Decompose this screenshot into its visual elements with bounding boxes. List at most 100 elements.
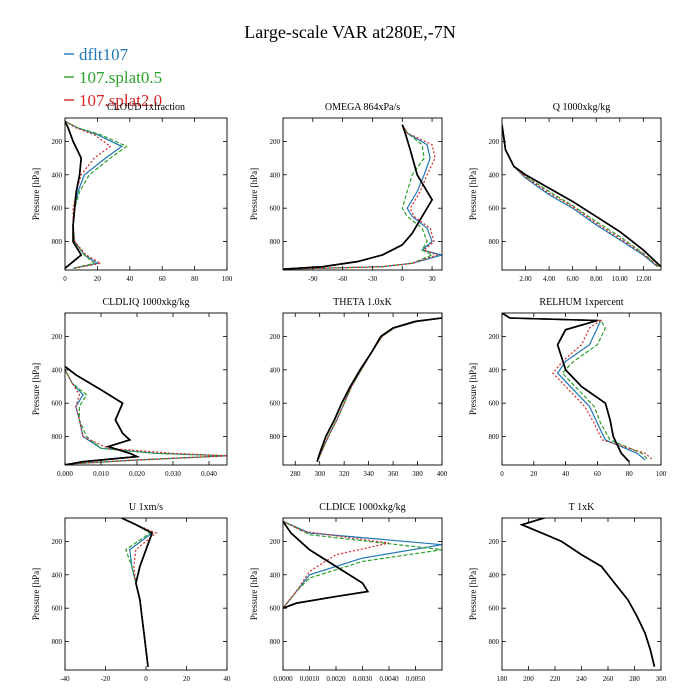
x-tick-label-8-6: 300 [656,675,667,683]
y-tick-label-0-1: 400 [52,171,63,179]
x-tick-label-5-2: 40 [562,470,570,478]
series-107-splat2-0-panel-0 [65,120,112,269]
axes-frame-2 [501,117,662,271]
panel-7: CLDICE 1000xkg/kg 0.0000 0.0010 0.0020 0.003… [249,502,443,683]
x-tick-label-1-2: -30 [368,275,378,283]
series-107-splat0-5-panel-2 [502,124,659,268]
y-axis-label-0: Pressure [hPa] [31,168,41,220]
y-tick-label-7-3: 800 [270,638,281,646]
y-axis-label-1: Pressure [hPa] [249,168,259,220]
panel-3: CLDLIQ 1000xkg/kg 0.000 0.010 0.020 0.030 0.0… [31,297,228,478]
x-tick-label-3-2: 0.020 [129,470,145,478]
x-tick-label-0-1: 20 [94,275,102,283]
panel-title-3: CLDLIQ 1000xkg/kg [103,297,190,308]
legend: dflt107 107.splat0.5 107.splat2.0 [64,45,162,110]
x-tick-label-0-2: 40 [126,275,134,283]
y-tick-label-2-2: 600 [489,205,500,213]
figure-title: Large-scale VAR at280E,-7N [244,22,455,42]
y-tick-label-0-2: 600 [52,205,63,213]
x-tick-label-1-3: 0 [401,275,405,283]
series-control-top-panel-8 [519,518,656,667]
series-dflt107-panel-1 [283,124,442,270]
x-tick-label-0-0: 0 [63,275,67,283]
x-tick-label-8-2: 220 [550,675,561,683]
x-tick-label-6-2: 0 [144,675,148,683]
series-dflt107-panel-2 [502,124,658,268]
series-dflt107-panel-5 [502,313,646,461]
panel-1: OMEGA 864xPa/s -90 -60 -30 0 30 200 400 600 800 Pr… [249,102,443,283]
y-axis-label-3: Pressure [hPa] [31,363,41,415]
y-tick-label-1-0: 200 [270,138,281,146]
series-107-splat0-5-panel-1 [283,124,434,270]
panel-title-6: U 1xm/s [129,502,163,513]
series-dflt107-panel-3 [65,369,227,465]
axes-frame-5 [501,312,662,466]
x-tick-label-4-1: 300 [314,470,325,478]
y-tick-label-6-2: 600 [52,605,63,613]
y-tick-label-1-1: 400 [270,171,281,179]
y-tick-label-4-2: 600 [270,400,281,408]
x-tick-label-3-1: 0.010 [93,470,109,478]
axes-frame-4 [282,312,443,466]
panel-0: CLOUD 1xfraction 0 20 40 60 80 100 200 400 600 800… [31,102,233,283]
x-tick-label-5-1: 20 [530,470,538,478]
series-107-splat0-5-panel-0 [65,120,128,269]
axes-frame-8 [501,517,662,671]
x-tick-label-2-3: 8.00 [590,275,603,283]
series-107-splat0-5-panel-7 [283,520,442,609]
y-tick-label-6-1: 400 [52,571,63,579]
x-tick-label-6-0: -40 [60,675,70,683]
legend-label-2: 107.splat2.0 [79,91,162,110]
series-control-top-panel-5 [502,313,630,463]
y-tick-label-4-3: 800 [270,433,281,441]
series-control-top-panel-7 [283,520,370,609]
series-control-top-panel-4 [316,317,442,462]
y-tick-label-6-3: 800 [52,638,63,646]
panel-title-1: OMEGA 864xPa/s [325,102,400,113]
series-107-splat2-0-panel-3 [65,369,227,465]
panel-title-4: THETA 1.0xK [333,297,392,308]
x-tick-label-7-5: 0.0050 [406,675,426,683]
y-tick-label-5-3: 800 [489,433,500,441]
x-tick-label-8-3: 240 [576,675,587,683]
x-tick-label-4-0: 280 [290,470,301,478]
y-tick-label-7-0: 200 [270,538,281,546]
series-control-panel-8 [519,518,656,667]
panel-title-0: CLOUD 1xfraction [107,102,185,113]
series-107-splat2-0-panel-8 [520,518,655,667]
series-dflt107-panel-8 [520,518,655,667]
x-tick-label-5-3: 60 [594,470,602,478]
series-control-top-panel-6 [121,518,154,667]
y-tick-label-2-1: 400 [489,171,500,179]
x-tick-label-4-3: 340 [363,470,374,478]
x-tick-label-8-5: 280 [629,675,640,683]
y-tick-label-4-0: 200 [270,333,281,341]
y-tick-label-3-2: 600 [52,400,63,408]
axes-frame-0 [64,117,228,271]
y-tick-label-8-1: 400 [489,571,500,579]
panel-2: Q 1000xkg/kg 2.00 4.00 6.00 8.00 10.00 12.00 20… [468,102,662,283]
y-tick-label-8-0: 200 [489,538,500,546]
y-axis-label-6: Pressure [hPa] [31,568,41,620]
series-107-splat2-0-panel-2 [502,124,659,268]
x-tick-label-8-0: 180 [497,675,508,683]
series-control-top-panel-1 [283,124,434,270]
x-tick-label-4-2: 320 [339,470,350,478]
legend-label-1: 107.splat0.5 [79,68,162,87]
x-tick-label-7-0: 0.0000 [273,675,293,683]
series-control-top-panel-0 [65,120,83,269]
y-tick-label-7-2: 600 [270,605,281,613]
series-107-splat0-5-panel-5 [502,313,649,461]
x-tick-label-3-4: 0.040 [201,470,217,478]
x-tick-label-8-1: 200 [523,675,534,683]
x-tick-label-0-3: 60 [159,275,167,283]
series-107-splat2-0-panel-1 [283,124,439,270]
x-tick-label-1-4: 30 [429,275,437,283]
y-tick-label-0-3: 800 [52,238,63,246]
y-tick-label-3-1: 400 [52,366,63,374]
x-tick-label-2-5: 12.00 [635,275,651,283]
panel-title-8: T 1xK [569,502,595,513]
y-tick-label-5-0: 200 [489,333,500,341]
x-tick-label-5-4: 80 [626,470,634,478]
